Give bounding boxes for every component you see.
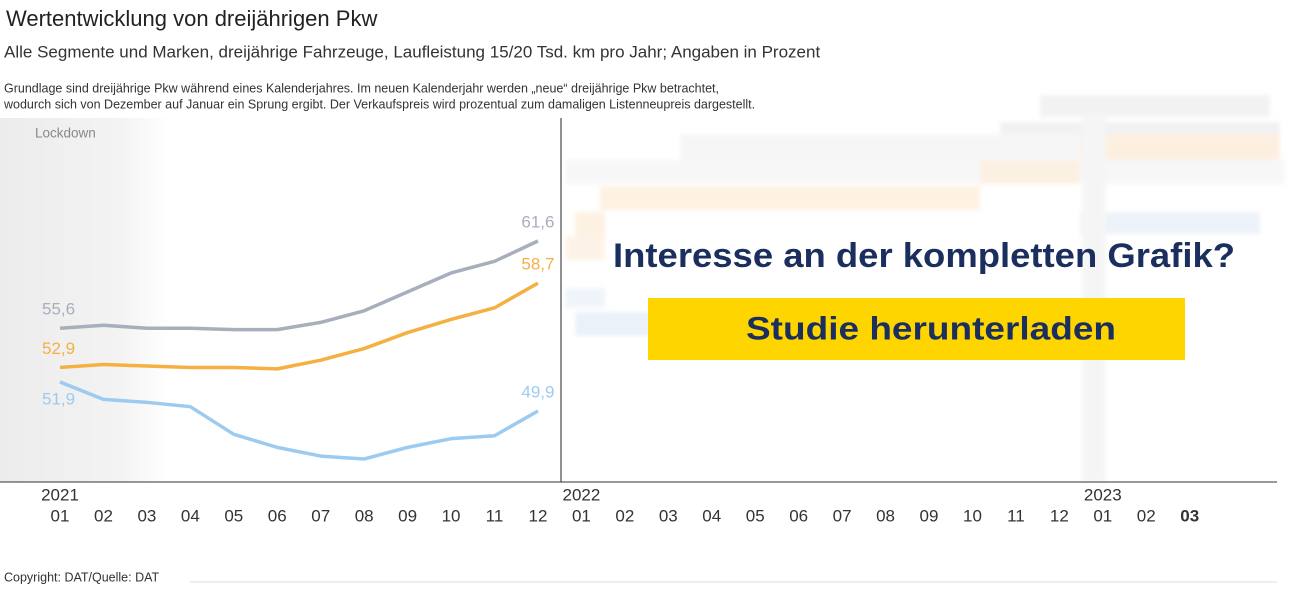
year-label: 2022 — [562, 485, 600, 504]
x-tick-label: 10 — [963, 506, 982, 525]
value-label: 49,9 — [521, 383, 554, 402]
cta-question: Interesse an der kompletten Grafik? — [613, 237, 1235, 275]
x-tick-label: 09 — [920, 506, 939, 525]
note: wodurch sich von Dezember auf Januar ein… — [3, 97, 755, 111]
x-tick-label: 01 — [572, 506, 591, 525]
value-label: 51,9 — [42, 389, 75, 408]
x-tick-label: 07 — [833, 506, 852, 525]
x-tick-label: 02 — [615, 506, 634, 525]
line — [59, 281, 539, 371]
x-tick-label: 05 — [224, 506, 243, 525]
x-tick-label: 05 — [746, 506, 765, 525]
x-tick-label: 09 — [398, 506, 417, 525]
value-label: 52,9 — [42, 339, 75, 358]
x-tick-label: 04 — [181, 506, 200, 525]
x-tick-label: 10 — [442, 506, 461, 525]
copyright: Copyright: DAT/Quelle: DAT — [4, 570, 160, 584]
annotation: Lockdown — [35, 126, 96, 141]
year-label: 2021 — [41, 485, 79, 504]
lockdown-band — [0, 118, 170, 482]
x-tick-label: 08 — [876, 506, 895, 525]
x-tick-label: 02 — [94, 506, 113, 525]
x-tick-label: 04 — [702, 506, 721, 525]
value-label: 61,6 — [521, 212, 554, 231]
x-tick-label: 02 — [1137, 506, 1156, 525]
x-tick-label: 08 — [355, 506, 374, 525]
x-tick-label: 06 — [268, 506, 287, 525]
button-label[interactable]: Studie herunterladen — [746, 310, 1116, 346]
x-tick-label: 12 — [1050, 506, 1069, 525]
x-tick-label: 11 — [486, 506, 504, 525]
button-bg[interactable] — [648, 298, 1185, 360]
line — [59, 380, 539, 461]
plot: 01 2021 02 03 04 05 06 07 08 09 10 11 12 01 2022 02 03 04… — [41, 212, 1199, 525]
year-label: 2023 — [1084, 485, 1122, 504]
x-tick-label: 01 — [51, 506, 70, 525]
blurred-preview — [565, 95, 1285, 482]
x-tick-label: 01 — [1093, 506, 1112, 525]
x-tick-label: 03 — [659, 506, 678, 525]
download-button[interactable]: Studie herunterladen — [648, 298, 1185, 360]
value-label: 55,6 — [42, 300, 75, 319]
line — [59, 239, 539, 332]
x-tick-label: 12 — [528, 506, 547, 525]
x-tick-label: 03 — [137, 506, 156, 525]
x-tick-label: 07 — [311, 506, 330, 525]
subtitle: Alle Segmente und Marken, dreijährige Fa… — [4, 42, 820, 61]
note: Grundlage sind dreijährige Pkw während e… — [4, 81, 719, 95]
value-label: 58,7 — [521, 255, 554, 274]
title: Wertentwicklung von dreijährigen Pkw — [6, 6, 377, 31]
x-tick-label: 06 — [789, 506, 808, 525]
x-tick-label: 03 — [1180, 506, 1199, 525]
x-tick-label: 11 — [1007, 506, 1025, 525]
